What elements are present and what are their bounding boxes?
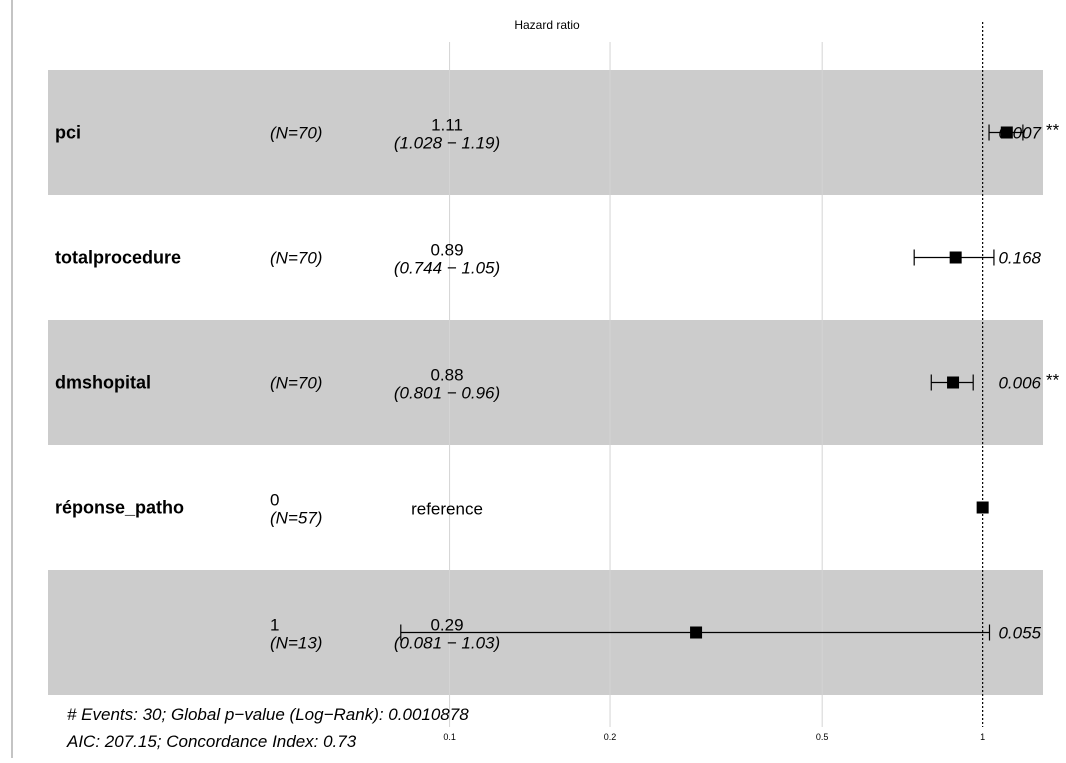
estimate-label: 1.11 [431, 116, 463, 135]
estimate-label: 0.29 [430, 616, 463, 635]
n-label: (N=70) [270, 124, 322, 143]
ci-label: (0.081 − 1.03) [394, 634, 500, 653]
p-value-label: 0.168 [998, 249, 1041, 268]
estimate-label: 0.88 [430, 366, 463, 385]
ci-label: (0.744 − 1.05) [394, 259, 500, 278]
p-value-label: 0.007 [998, 124, 1041, 143]
x-tick-label: 1 [980, 732, 985, 742]
point-estimate [949, 251, 962, 264]
variable-label: pci [55, 123, 81, 143]
ci-label: (1.028 − 1.19) [394, 134, 500, 153]
point-estimate [947, 376, 960, 389]
variable-label: réponse_patho [55, 498, 184, 518]
point-estimate [1000, 126, 1013, 139]
point-estimate [976, 501, 989, 514]
point-estimate [690, 626, 703, 639]
ci-label: (0.801 − 0.96) [394, 384, 500, 403]
n-label: (N=70) [270, 374, 322, 393]
row-background [48, 320, 1043, 445]
n-label: (N=13) [270, 634, 322, 653]
estimate-label: reference [411, 500, 483, 519]
p-value-label: 0.006 [998, 374, 1041, 393]
footer-line: # Events: 30; Global p−value (Log−Rank):… [67, 705, 469, 724]
level-label: 1 [270, 616, 279, 635]
variable-label: totalprocedure [55, 248, 181, 268]
significance-stars: ** [1046, 371, 1060, 390]
x-tick-label: 0.2 [604, 732, 617, 742]
significance-stars: ** [1046, 121, 1060, 140]
row-background [48, 70, 1043, 195]
chart-title: Hazard ratio [514, 18, 580, 32]
footer-line: AIC: 207.15; Concordance Index: 0.73 [66, 732, 357, 751]
n-label: (N=70) [270, 249, 322, 268]
n-label: (N=57) [270, 509, 322, 528]
variable-label: dmshopital [55, 373, 151, 393]
estimate-label: 0.89 [430, 241, 463, 260]
x-tick-label: 0.1 [443, 732, 456, 742]
level-label: 0 [270, 491, 279, 510]
p-value-label: 0.055 [998, 624, 1041, 643]
x-tick-label: 0.5 [816, 732, 829, 742]
